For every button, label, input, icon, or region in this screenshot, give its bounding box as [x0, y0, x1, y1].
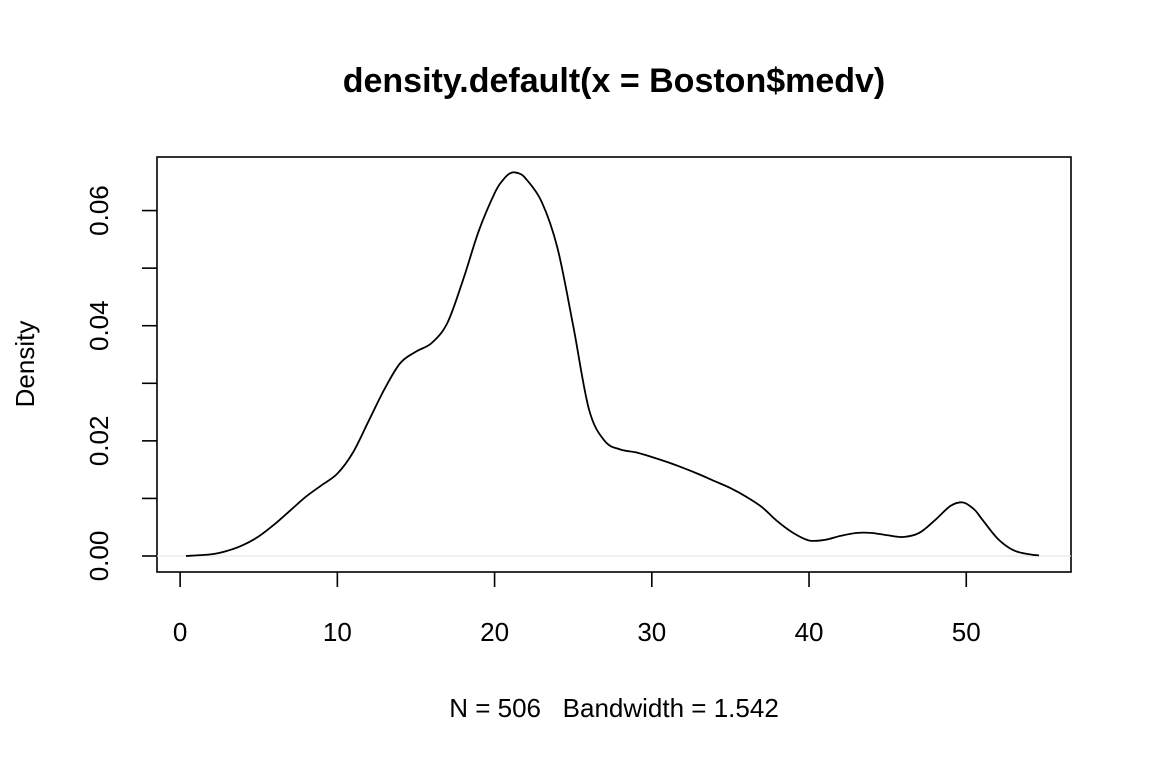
- y-tick-label: 0.02: [84, 416, 114, 467]
- x-tick-label: 10: [323, 617, 352, 647]
- x-tick-label: 20: [480, 617, 509, 647]
- density-curve: [185, 171, 1040, 557]
- x-tick-label: 50: [952, 617, 981, 647]
- plot-frame: [156, 156, 1072, 573]
- x-tick-label: 0: [173, 617, 187, 647]
- y-axis-label: Density: [10, 321, 40, 408]
- x-axis: 0 10 20 30 40 50: [173, 572, 981, 647]
- y-tick-label: 0.00: [84, 531, 114, 582]
- x-tick-label: 30: [637, 617, 666, 647]
- y-axis: 0.00 0.02 0.04 0.06: [84, 185, 157, 581]
- y-tick-label: 0.04: [84, 300, 114, 351]
- x-tick-label: 40: [795, 617, 824, 647]
- x-axis-label: N = 506 Bandwidth = 1.542: [449, 693, 779, 723]
- y-tick-label: 0.06: [84, 185, 114, 236]
- chart-title: density.default(x = Boston$medv): [343, 62, 886, 100]
